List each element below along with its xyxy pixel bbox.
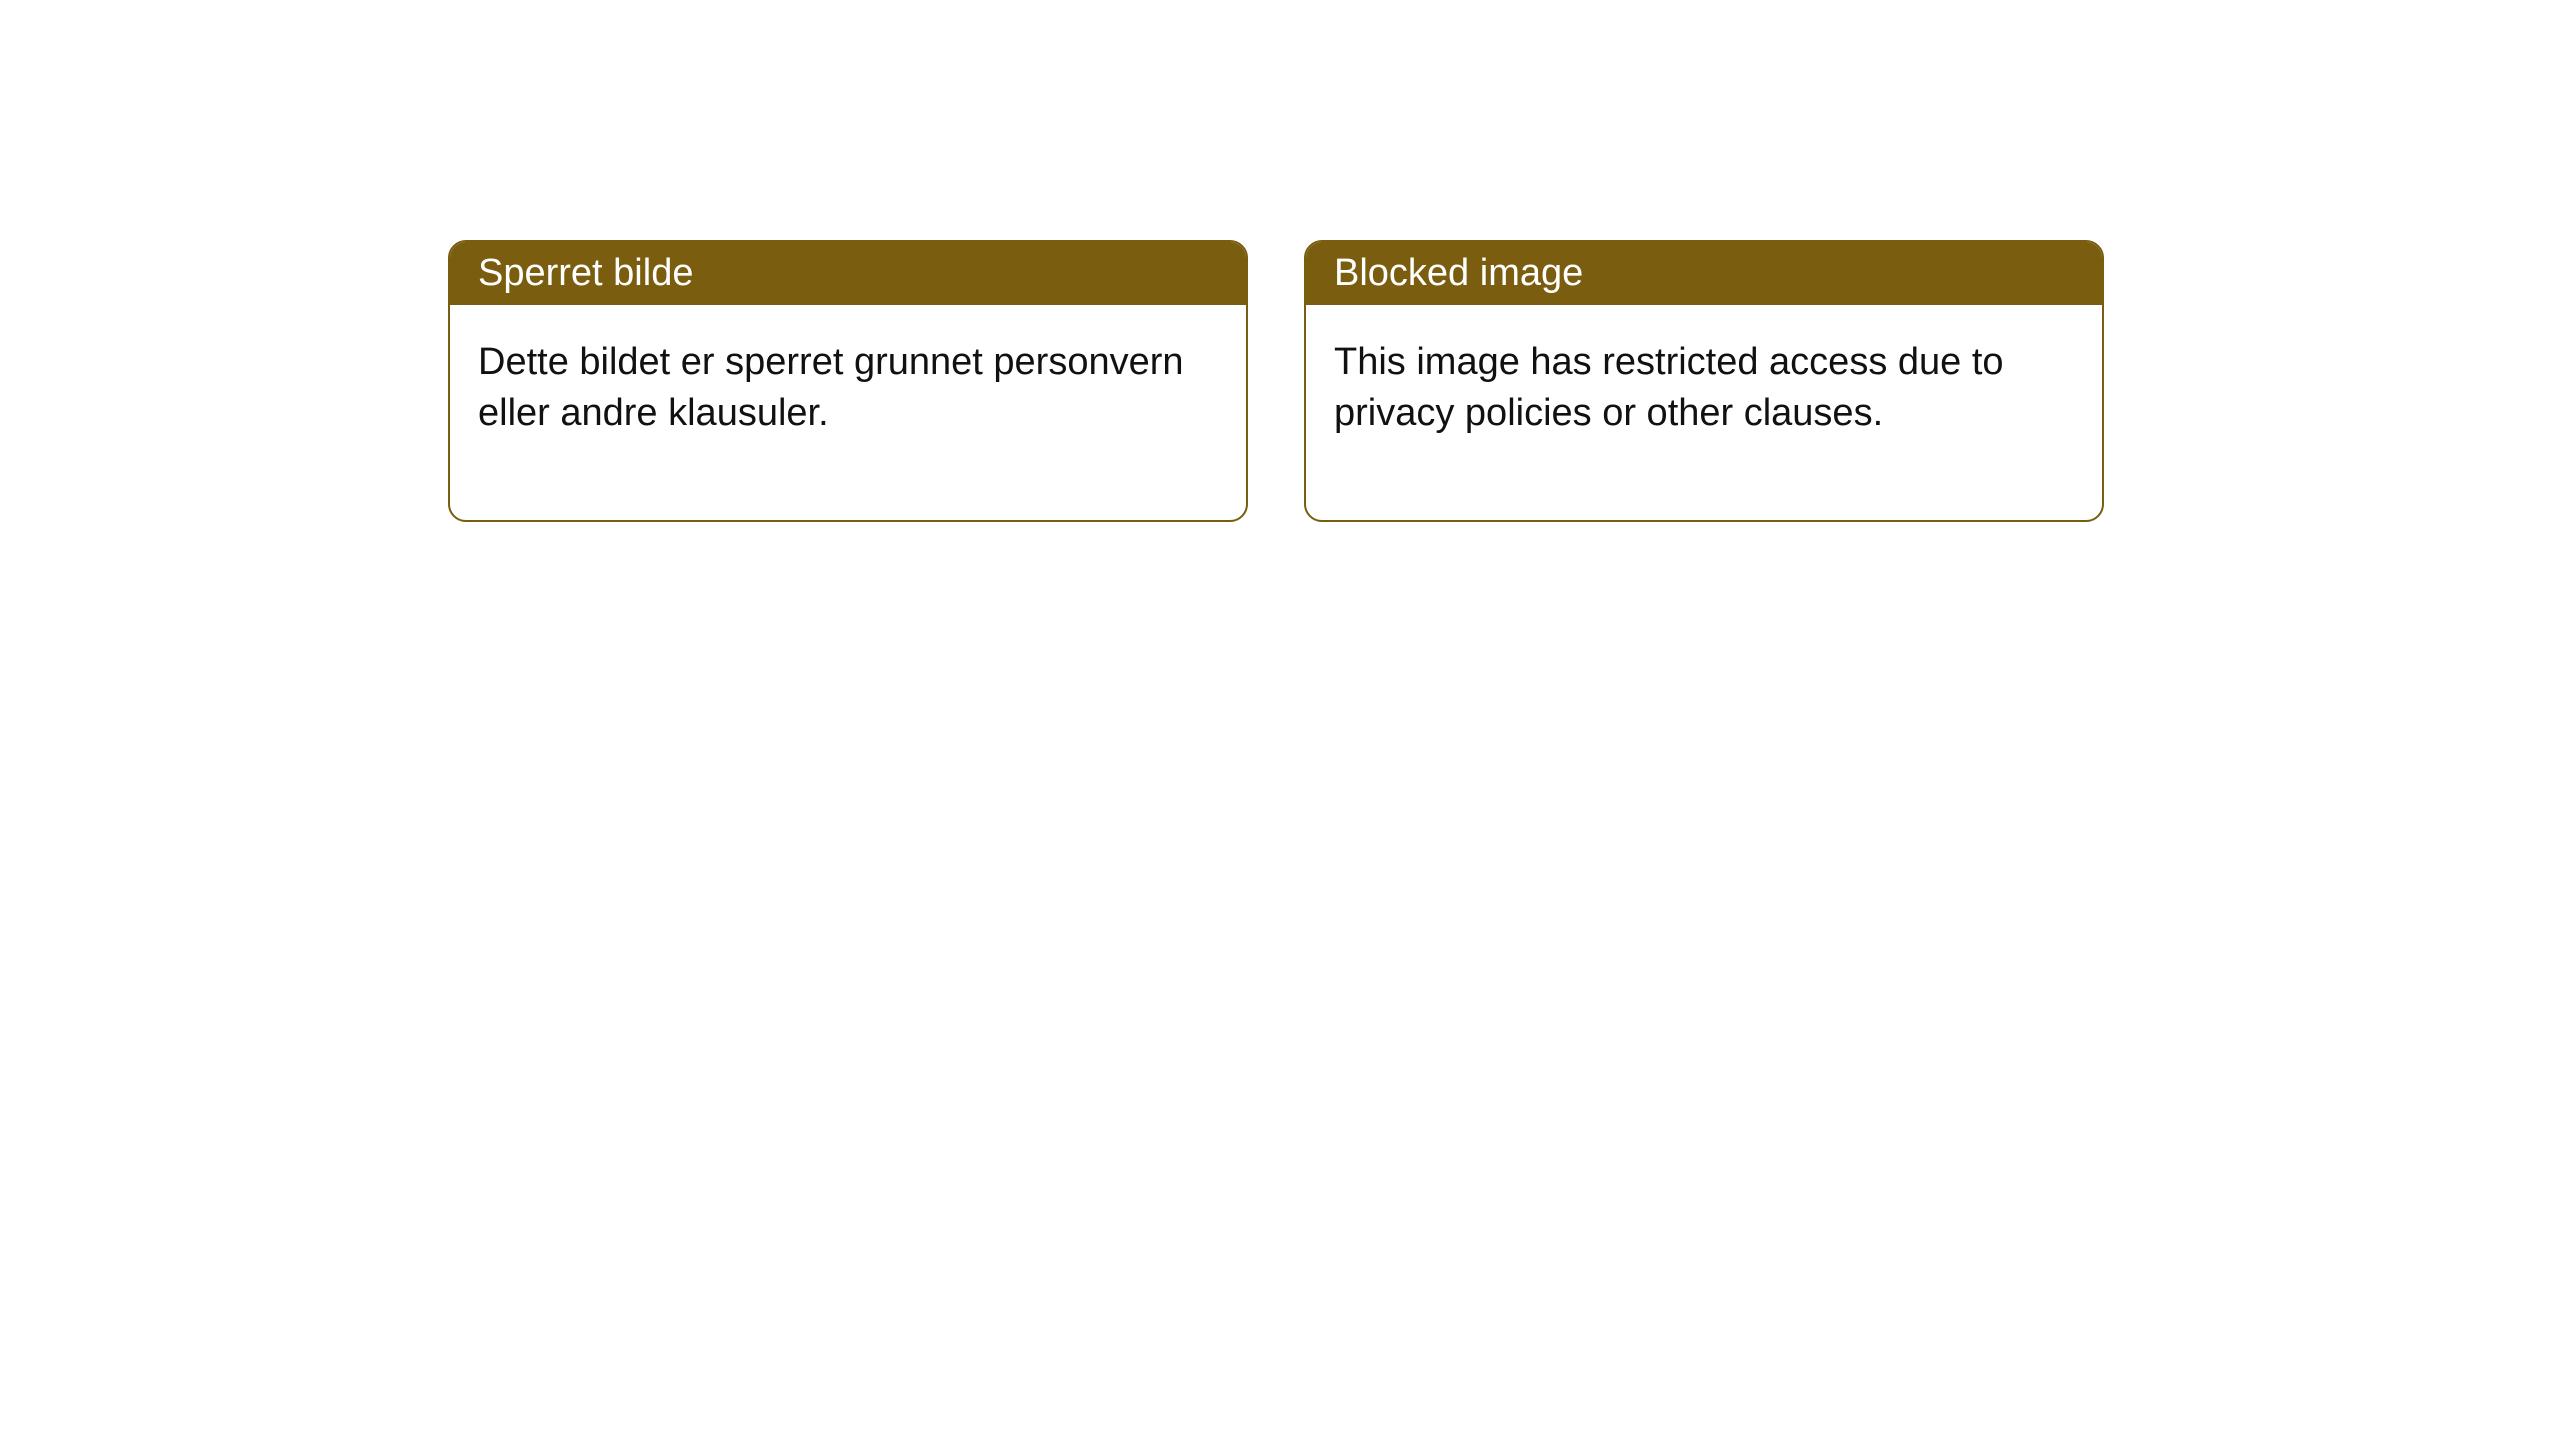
card-body-text: Dette bildet er sperret grunnet personve… (478, 341, 1184, 434)
card-header: Sperret bilde (450, 242, 1246, 305)
card-body: This image has restricted access due to … (1306, 305, 2102, 520)
card-body: Dette bildet er sperret grunnet personve… (450, 305, 1246, 520)
notice-card-english: Blocked image This image has restricted … (1304, 240, 2104, 522)
card-header: Blocked image (1306, 242, 2102, 305)
card-title: Blocked image (1334, 252, 1583, 294)
card-body-text: This image has restricted access due to … (1334, 341, 2004, 434)
card-title: Sperret bilde (478, 252, 693, 294)
notice-card-norwegian: Sperret bilde Dette bildet er sperret gr… (448, 240, 1248, 522)
notice-cards-container: Sperret bilde Dette bildet er sperret gr… (0, 0, 2560, 522)
